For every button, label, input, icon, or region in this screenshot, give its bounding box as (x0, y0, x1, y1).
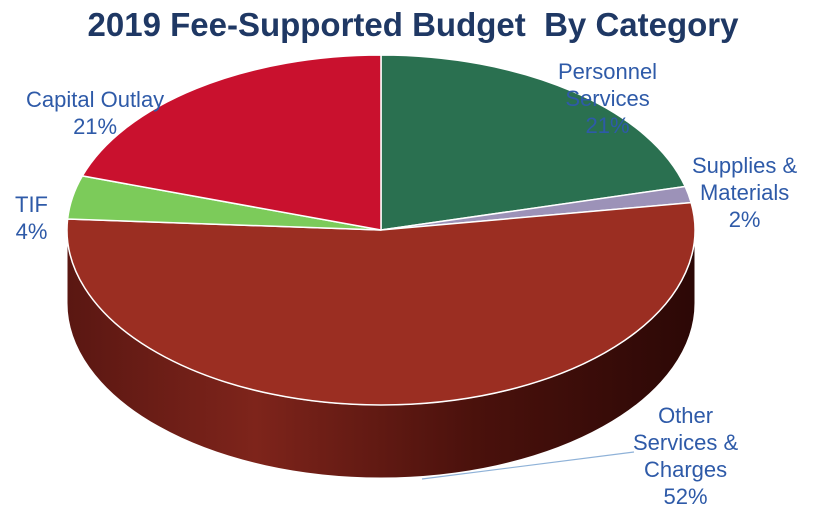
label-name-line: Services & (633, 430, 739, 455)
label-percent: 21% (585, 113, 630, 138)
label-name-line: Supplies & (692, 153, 798, 178)
label-name-line: TIF (15, 192, 48, 217)
pie-slice-capital-outlay (81, 54, 382, 231)
label-name-line: Other (658, 403, 714, 428)
pie-slice-personnel-services (380, 54, 686, 231)
label-name-line: Services (565, 86, 650, 111)
label-name-line: Materials (699, 180, 790, 205)
label-name-line: Capital Outlay (26, 87, 165, 112)
pie-slice-other-services-charges (66, 201, 696, 406)
leader-line-other-services (421, 451, 635, 480)
label-percent: 52% (663, 484, 708, 509)
label-other-services-charges: Other Services & Charges 52% (633, 402, 738, 510)
label-percent: 21% (73, 114, 118, 139)
label-name-line: Charges (644, 457, 728, 482)
label-supplies-materials: Supplies & Materials 2% (692, 152, 797, 233)
label-percent: 2% (728, 207, 761, 232)
label-name-line: Personnel (558, 59, 658, 84)
label-personnel-services: Personnel Services 21% (558, 58, 657, 139)
chart-title: 2019 Fee-Supported Budget By Category (87, 6, 739, 43)
label-capital-outlay: Capital Outlay 21% (26, 86, 164, 140)
label-percent: 4% (15, 219, 48, 244)
label-tif: TIF 4% (15, 191, 48, 245)
